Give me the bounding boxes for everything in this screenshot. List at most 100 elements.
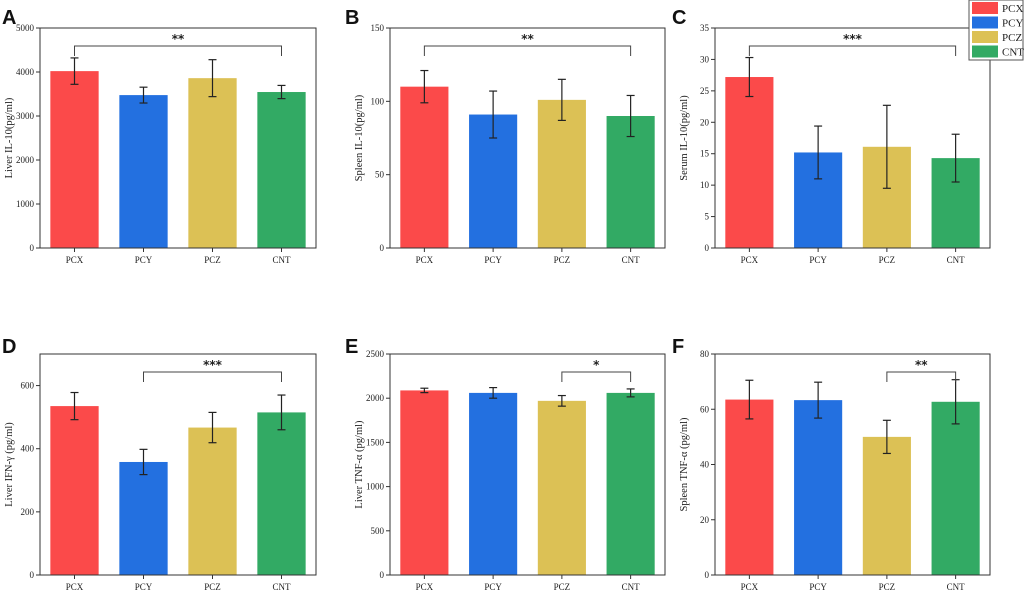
panel-label: E xyxy=(345,336,358,358)
bar-pcx xyxy=(50,71,99,249)
significance-bracket xyxy=(74,45,282,56)
x-tick-label: CNT xyxy=(273,255,292,265)
error-bar-pcx xyxy=(420,387,429,394)
legend-swatch-pcz xyxy=(972,31,998,43)
bar-pcx xyxy=(725,77,774,249)
error-bar-pcy xyxy=(814,381,823,419)
y-tick-label: 10 xyxy=(700,180,710,190)
x-tick-label: CNT xyxy=(947,582,966,592)
y-tick-label: 150 xyxy=(371,23,385,33)
bar-pcy xyxy=(469,392,518,575)
plot-frame xyxy=(39,353,317,576)
y-axis-label: Liver IL-10(pg/ml) xyxy=(4,97,15,178)
y-tick-label: 50 xyxy=(375,170,385,180)
y-tick-label: 5 xyxy=(705,212,710,222)
panel-d: D 0 200 400 600 PCX PCY PCZ CNT Liver IFN-γ (pg/m… xyxy=(2,336,317,592)
error-bar-pcy xyxy=(489,386,498,399)
panel-label: F xyxy=(672,336,684,358)
bar-cnt xyxy=(606,392,655,575)
y-tick-label: 100 xyxy=(371,96,385,106)
legend-swatch-pcx xyxy=(972,2,998,14)
bar-cnt xyxy=(931,401,980,575)
y-tick-label: 1000 xyxy=(16,199,35,209)
bar-pcy xyxy=(794,400,843,575)
error-bar-pcx xyxy=(745,56,754,98)
legend-label-pcy: PCY xyxy=(1002,18,1023,30)
bar-pcy xyxy=(119,461,168,575)
legend-label-pcx: PCX xyxy=(1002,3,1023,15)
y-tick-label: 2000 xyxy=(16,155,35,165)
significance-label: ** xyxy=(915,358,928,372)
panel-c: C 0 5 10 15 20 25 30 35 PCX PCY PCZ CNT Serum IL-10(p… xyxy=(672,7,991,265)
y-tick-label: 200 xyxy=(21,507,35,517)
bar-pcx xyxy=(725,399,774,575)
error-bar-pcz xyxy=(557,78,566,122)
x-tick-label: PCX xyxy=(416,255,434,265)
y-tick-label: 2500 xyxy=(366,349,385,359)
x-tick-label: PCY xyxy=(484,255,502,265)
error-bar-cnt xyxy=(277,84,286,100)
x-tick-label: CNT xyxy=(947,255,966,265)
error-bar-pcz xyxy=(882,104,891,189)
significance-label: ** xyxy=(172,32,185,46)
significance-label: ** xyxy=(521,32,534,46)
error-bar-pcx xyxy=(70,391,79,421)
bar-cnt xyxy=(257,92,306,249)
error-bar-pcx xyxy=(420,69,429,104)
significance-label: *** xyxy=(203,358,223,372)
error-bar-pcx xyxy=(70,57,79,85)
bar-pcx xyxy=(400,86,449,249)
bar-cnt xyxy=(606,116,655,248)
error-bar-pcz xyxy=(208,59,217,98)
legend-label-cnt: CNT xyxy=(1002,47,1024,59)
x-tick-label: PCZ xyxy=(879,255,896,265)
y-tick-label: 30 xyxy=(700,54,710,64)
y-tick-label: 0 xyxy=(705,243,710,253)
legend-swatch-cnt xyxy=(972,45,998,58)
bar-pcz xyxy=(862,436,911,575)
bar-pcy xyxy=(119,95,168,248)
y-tick-label: 80 xyxy=(700,349,710,359)
error-bar-pcy xyxy=(139,86,148,104)
significance-bracket xyxy=(143,371,282,382)
y-tick-label: 20 xyxy=(700,515,710,525)
y-tick-label: 25 xyxy=(700,86,710,96)
significance-bracket xyxy=(561,371,632,382)
plot-frame xyxy=(39,27,317,249)
y-tick-label: 4000 xyxy=(16,67,35,77)
x-tick-label: PCX xyxy=(66,255,84,265)
x-tick-label: PCZ xyxy=(554,582,571,592)
y-tick-label: 20 xyxy=(700,117,710,127)
x-tick-label: CNT xyxy=(622,582,641,592)
bar-pcz xyxy=(537,99,586,248)
error-bar-pcz xyxy=(882,419,891,455)
x-tick-label: PCY xyxy=(135,255,153,265)
significance-bracket xyxy=(748,45,957,56)
y-tick-label: 0 xyxy=(380,570,385,580)
bar-cnt xyxy=(257,412,306,575)
panel-label: D xyxy=(2,336,16,358)
bar-pcz xyxy=(537,400,586,575)
x-tick-label: PCZ xyxy=(204,255,221,265)
error-bar-pcz xyxy=(557,394,566,407)
y-axis-label: Liver TNF-α (pg/ml) xyxy=(354,420,365,509)
y-axis-label: Spleen IL-10(pg/ml) xyxy=(354,94,365,181)
error-bar-pcy xyxy=(489,90,498,139)
y-tick-label: 1000 xyxy=(366,482,385,492)
y-tick-label: 35 xyxy=(700,23,710,33)
plot-frame xyxy=(389,27,666,249)
y-tick-label: 3000 xyxy=(16,111,35,121)
x-tick-label: PCZ xyxy=(879,582,896,592)
y-tick-label: 0 xyxy=(705,570,710,580)
y-tick-label: 400 xyxy=(21,444,35,454)
x-tick-label: CNT xyxy=(273,582,292,592)
x-tick-label: PCY xyxy=(809,255,827,265)
x-tick-label: PCX xyxy=(416,582,434,592)
error-bar-pcy xyxy=(139,448,148,476)
panel-a: A 0 1000 2000 3000 4000 5000 PCX PCY PCZ CNT Liver … xyxy=(2,7,317,265)
error-bar-pcz xyxy=(208,411,217,444)
bar-pcz xyxy=(188,78,237,248)
x-tick-label: PCX xyxy=(741,255,759,265)
significance-bracket xyxy=(886,371,957,382)
panel-label: C xyxy=(672,7,686,29)
